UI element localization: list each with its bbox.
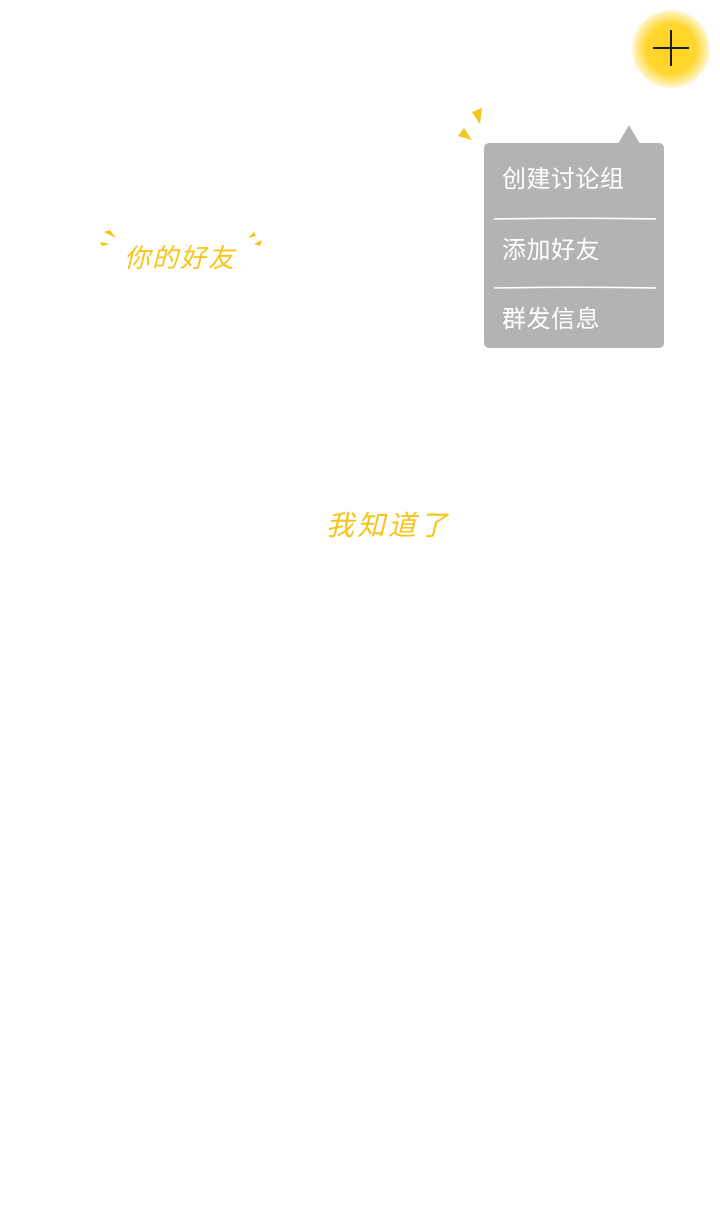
sparkle-icon xyxy=(100,230,116,246)
sparkle-icon xyxy=(248,232,262,246)
popup-arrow xyxy=(618,125,640,144)
menu-item-broadcast-message[interactable]: 群发信息 xyxy=(502,305,600,333)
sparkle-icon xyxy=(458,108,482,140)
menu-divider xyxy=(493,286,657,289)
popup-menu: 创建讨论组 添加好友 群发信息 xyxy=(484,143,664,348)
got-it-button[interactable]: 我知道了 xyxy=(326,509,451,542)
menu-divider xyxy=(493,217,657,220)
menu-item-add-friend[interactable]: 添加好友 xyxy=(502,236,600,264)
add-plus-button[interactable] xyxy=(632,10,710,88)
friends-hint-label: 你的好友 xyxy=(124,244,237,274)
menu-item-create-group[interactable]: 创建讨论组 xyxy=(502,165,625,193)
plus-icon xyxy=(653,30,689,66)
